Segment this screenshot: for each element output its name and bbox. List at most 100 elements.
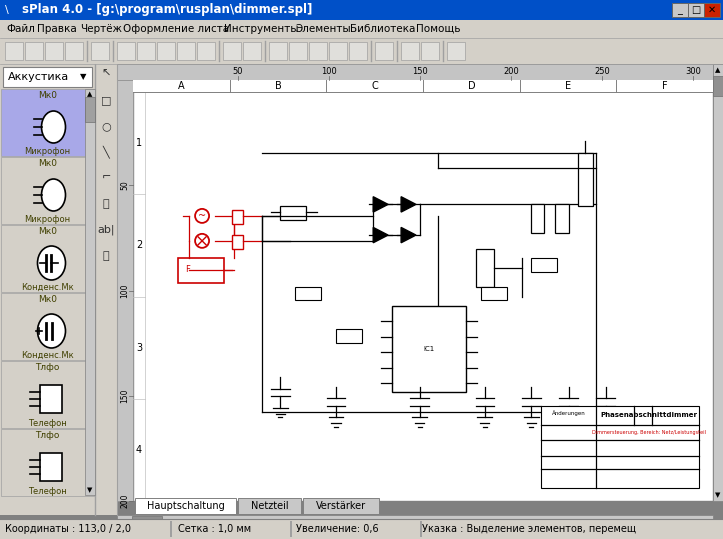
Text: Конденс.Мк: Конденс.Мк: [21, 350, 74, 360]
Polygon shape: [373, 197, 388, 212]
Bar: [0, 0, 723, 20]
Text: Мк0: Мк0: [38, 158, 57, 168]
Text: ＋: ＋: [103, 199, 109, 209]
Text: Элементы: Элементы: [296, 24, 351, 34]
Text: 100: 100: [121, 284, 129, 298]
Bar: [117, 64, 713, 80]
Text: ~: ~: [198, 211, 206, 221]
Bar: [329, 42, 347, 60]
Bar: [420, 521, 422, 537]
Text: ○: ○: [101, 121, 111, 131]
Bar: [304, 498, 380, 514]
Bar: [421, 42, 439, 60]
Text: 1: 1: [136, 138, 142, 148]
Text: Оформление листа: Оформление листа: [123, 24, 229, 34]
Bar: [481, 287, 507, 300]
Bar: [401, 42, 419, 60]
Bar: [349, 42, 367, 60]
Ellipse shape: [41, 111, 66, 143]
Text: □: □: [691, 5, 701, 15]
Text: ab|: ab|: [98, 225, 115, 235]
Text: Микрофон: Микрофон: [25, 215, 71, 224]
Bar: [117, 42, 135, 60]
Bar: [3, 67, 92, 87]
Text: Инструменты: Инструменты: [223, 24, 298, 34]
Text: 🔍: 🔍: [103, 251, 109, 261]
Bar: [447, 42, 465, 60]
Bar: [232, 210, 243, 224]
Bar: [290, 521, 292, 537]
Text: Änderungen: Änderungen: [552, 411, 586, 417]
Bar: [392, 306, 466, 392]
Bar: [95, 64, 117, 515]
Text: 150: 150: [121, 389, 129, 403]
Bar: [336, 329, 362, 343]
Bar: [555, 204, 568, 233]
Bar: [281, 206, 307, 220]
Bar: [375, 42, 393, 60]
Text: B: B: [275, 81, 281, 91]
Text: ╲: ╲: [103, 146, 109, 158]
Bar: [197, 42, 215, 60]
Text: ▲: ▲: [715, 67, 721, 73]
Text: Чертёж: Чертёж: [80, 24, 122, 34]
Text: E: E: [565, 81, 571, 91]
Bar: [688, 3, 704, 17]
Bar: [170, 521, 172, 537]
Bar: [45, 42, 63, 60]
Bar: [713, 76, 723, 96]
Text: Тлфо: Тлфо: [35, 431, 60, 439]
Text: A: A: [178, 81, 184, 91]
Text: Помощь: Помощь: [416, 24, 461, 34]
Bar: [476, 248, 494, 287]
Bar: [713, 64, 723, 501]
Bar: [40, 385, 61, 413]
Text: ▼: ▼: [80, 73, 86, 81]
Bar: [40, 453, 61, 481]
Text: 200: 200: [121, 494, 129, 508]
Text: Dimmersteuerung, Bereich: Netz/Leistungsteil: Dimmersteuerung, Bereich: Netz/Leistungs…: [591, 430, 706, 436]
Text: sPlan 4.0 - [g:\program\rusplan\dimmer.spl]: sPlan 4.0 - [g:\program\rusplan\dimmer.s…: [22, 3, 312, 17]
Text: ▼: ▼: [715, 492, 721, 498]
Text: 2: 2: [136, 240, 142, 251]
Text: Указка : Выделение элементов, перемещ: Указка : Выделение элементов, перемещ: [422, 524, 636, 534]
Bar: [1, 157, 94, 224]
Text: Hauptschaltung: Hauptschaltung: [147, 501, 224, 511]
Text: ↖: ↖: [101, 69, 111, 79]
Bar: [1, 89, 94, 156]
Bar: [269, 42, 287, 60]
Ellipse shape: [41, 179, 66, 211]
Bar: [1, 225, 94, 292]
Bar: [1, 361, 94, 428]
Bar: [117, 80, 133, 501]
Text: Микрофон: Микрофон: [25, 147, 71, 155]
Bar: [25, 42, 43, 60]
Text: \: \: [5, 5, 9, 15]
Text: Phasenabschnittdimmer: Phasenabschnittdimmer: [600, 412, 697, 418]
Bar: [85, 89, 95, 495]
Text: Verstärker: Verstärker: [317, 501, 367, 511]
Text: Конденс.Мк: Конденс.Мк: [21, 282, 74, 292]
Text: C: C: [372, 81, 378, 91]
Bar: [91, 42, 109, 60]
Text: Телефон: Телефон: [28, 418, 67, 427]
Text: 50: 50: [121, 181, 129, 190]
Text: 50: 50: [233, 67, 243, 77]
Text: Аккустика: Аккустика: [8, 72, 69, 82]
Bar: [1, 429, 94, 496]
Text: F: F: [662, 81, 667, 91]
Bar: [0, 20, 723, 38]
Bar: [672, 3, 688, 17]
Bar: [531, 258, 557, 272]
Polygon shape: [373, 227, 388, 243]
Bar: [1, 293, 94, 360]
Text: 3: 3: [136, 343, 142, 353]
Bar: [132, 516, 162, 528]
Text: Файл: Файл: [6, 24, 35, 34]
Bar: [223, 42, 241, 60]
Text: ►: ►: [704, 519, 710, 525]
Text: IC1: IC1: [424, 346, 435, 353]
Text: 100: 100: [321, 67, 337, 77]
Bar: [289, 42, 307, 60]
Circle shape: [195, 209, 209, 223]
